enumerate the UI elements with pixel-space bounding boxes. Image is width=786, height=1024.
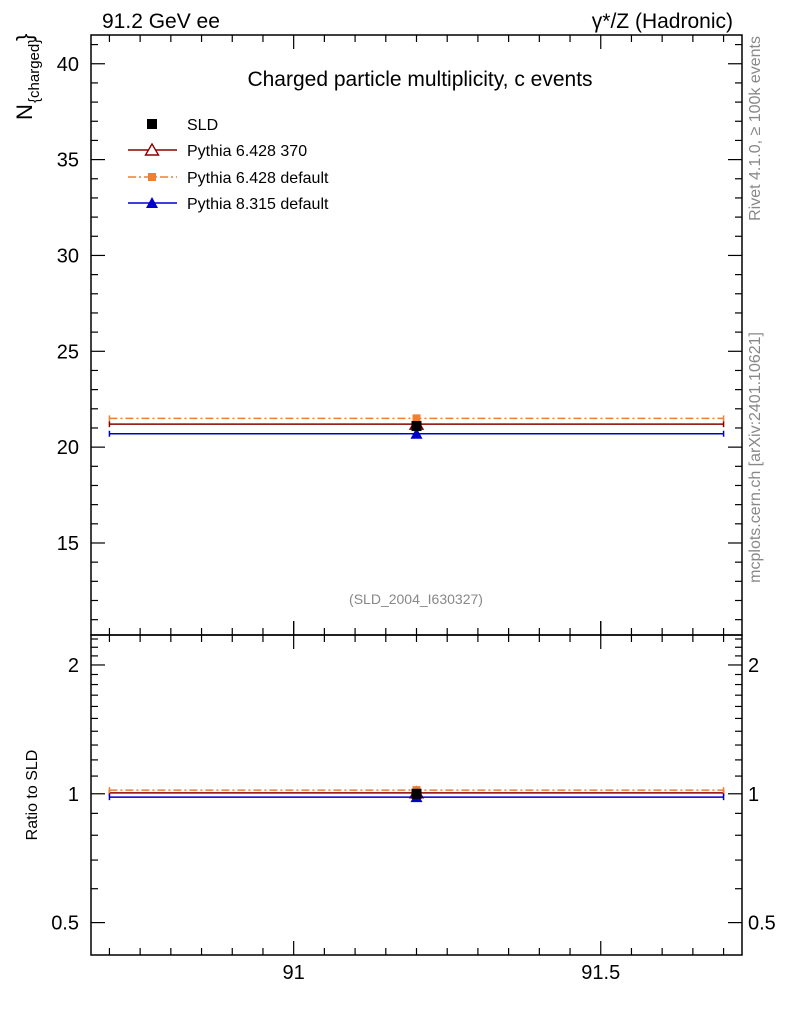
ratio-y-tick-label-right: 0.5 (748, 913, 776, 935)
x-tick-label: 91 (283, 962, 305, 984)
main-y-axis-label: N {charged} } (12, 34, 43, 120)
data-point (410, 427, 423, 439)
ratio-y-axis-label: Ratio to SLD (24, 750, 41, 841)
main-y-tick-label: 15 (57, 533, 79, 555)
ratio-y-tick-label: 2 (68, 655, 79, 677)
main-y-tick-label: 20 (57, 437, 79, 459)
rivet-label: Rivet 4.1.0, ≥ 100k events (747, 36, 764, 221)
legend-marker (146, 197, 158, 208)
legend: SLD Pythia 6.428 370 Pythia 6.428 default P… (128, 117, 329, 213)
legend-label: Pythia 6.428 370 (187, 143, 307, 160)
ratio-y-tick-label-right: 1 (748, 784, 759, 806)
data-point (412, 414, 421, 423)
ratio-y-tick-label-right: 2 (748, 655, 759, 677)
y-label-close: } (12, 34, 37, 41)
legend-label: Pythia 6.428 default (187, 170, 329, 187)
data-point (411, 421, 422, 432)
ratio-axis-ticks: 0.5 0.5 1 1 2 2 (51, 638, 776, 935)
analysis-annotation: (SLD_2004_I630327) (349, 591, 483, 607)
legend-label: SLD (187, 117, 218, 134)
ratio-series-group (108, 785, 725, 803)
header-left: 91.2 GeV ee (102, 10, 220, 33)
y-label-main: N (12, 104, 37, 120)
ratio-point (411, 788, 422, 799)
legend-marker (147, 119, 157, 129)
y-label-sub: {charged} (26, 39, 43, 103)
x-axis-ticks: 91 91.5 (108, 35, 725, 984)
main-series-group (108, 414, 725, 439)
ratio-y-tick-label: 1 (68, 784, 79, 806)
mcplots-label: mcplots.cern.ch [arXiv:2401.10621] (747, 332, 764, 583)
chart-title: Charged particle multiplicity, c events (247, 68, 592, 91)
header-right: γ*/Z (Hadronic) (592, 10, 733, 33)
legend-label: Pythia 8.315 default (187, 196, 329, 213)
ratio-y-tick-label: 0.5 (51, 913, 79, 935)
main-y-tick-label: 40 (57, 54, 79, 76)
main-y-tick-label: 35 (57, 150, 79, 172)
x-tick-label: 91.5 (581, 962, 620, 984)
main-axis-ticks: 15 20 25 30 35 40 (57, 43, 742, 621)
legend-marker (148, 173, 156, 181)
main-y-tick-label: 25 (57, 341, 79, 363)
main-y-tick-label: 30 (57, 245, 79, 267)
legend-marker (144, 142, 160, 156)
